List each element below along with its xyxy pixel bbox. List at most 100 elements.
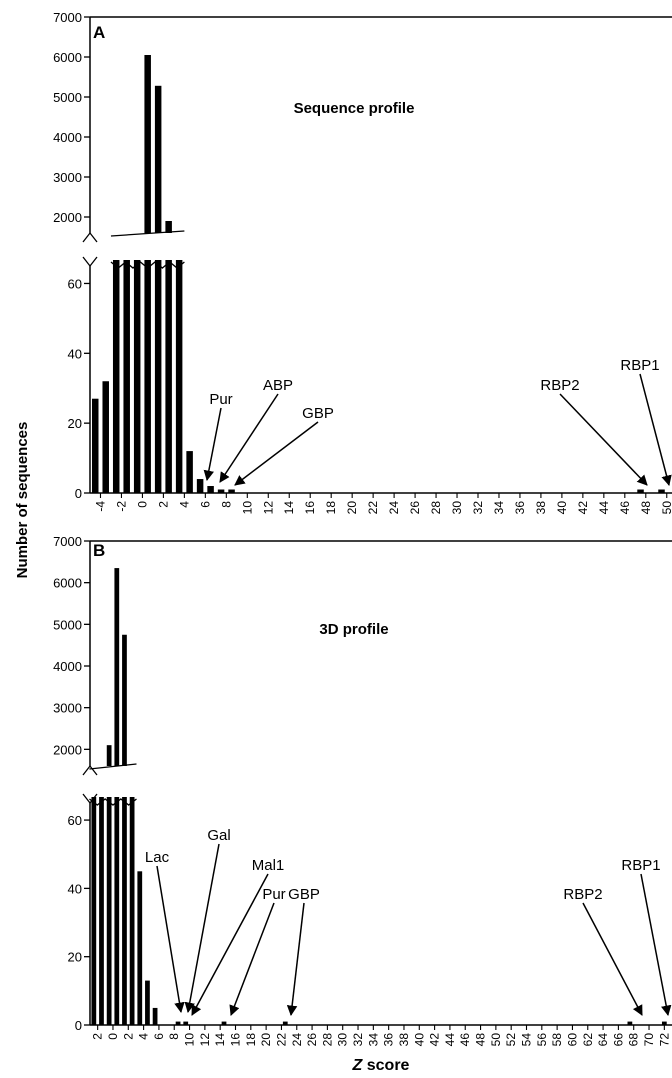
panel-b-annotation-arrow — [229, 902, 275, 1016]
panel-a-x-tick-label: -2 — [114, 501, 128, 512]
y-axis-label: Number of sequences — [14, 422, 31, 579]
panel-a-x-tick-label: 28 — [429, 501, 443, 515]
panel-label-a: A — [93, 23, 105, 42]
panel-a-lower-y-tick-label: 60 — [68, 276, 82, 291]
panel-b-x-tick-label: 70 — [642, 1033, 656, 1047]
panel-a-annotation-arrow — [559, 393, 648, 486]
panel-b-x-tick-label: 60 — [565, 1033, 579, 1047]
panel-a-annotation-label: ABP — [263, 377, 293, 394]
panel-b-x-tick-label: 16 — [229, 1033, 243, 1047]
panel-b-annotation-label: Pur — [262, 886, 285, 903]
panel-b-x-tick-label: 72 — [657, 1033, 671, 1047]
panel-a-x-tick-label: 36 — [513, 501, 527, 515]
panel-b-x-tick-label: 24 — [290, 1033, 304, 1047]
panel-a-x-tick-label: 24 — [387, 501, 401, 515]
panel-a-x-tick-label: 8 — [219, 501, 233, 508]
panel-b-x-tick-label: 6 — [152, 1033, 166, 1040]
panel-b-bar — [91, 797, 97, 1025]
panel-a-bar — [186, 451, 193, 493]
panel-b-bar — [145, 980, 150, 1025]
panel-a-bar-upper — [165, 221, 172, 233]
panel-b-bar — [137, 871, 143, 1025]
panel-a-lower-y-tick-label: 0 — [75, 486, 82, 501]
panel-b-bar-upper — [106, 745, 112, 766]
panel-a-x-tick-label: 38 — [534, 501, 548, 515]
panel-a-upper-y-tick-label: 3000 — [53, 170, 82, 185]
panel-b-upper-y-tick-label: 5000 — [53, 617, 82, 632]
panel-b-break-line — [89, 798, 137, 806]
panel-a-x-tick-label: 10 — [240, 501, 254, 515]
panel-b-x-tick-label: 14 — [213, 1033, 227, 1047]
panel-title-a: Sequence profile — [294, 100, 415, 117]
panel-b-x-tick-label: 44 — [443, 1033, 457, 1047]
panel-b-x-tick-label: 64 — [596, 1033, 610, 1047]
panel-a-x-tick-label: 50 — [660, 501, 672, 515]
panel-b-axis-break-upper — [82, 764, 98, 776]
panel-a-lower-y-tick-label: 40 — [68, 346, 82, 361]
panel-b-annotation-label: RBP1 — [621, 857, 660, 874]
panel-b-x-tick-label: 2 — [121, 1033, 135, 1040]
panel-a-annotation-label: RBP2 — [540, 377, 579, 394]
panel-b-x-tick-label: 0 — [106, 1033, 120, 1040]
x-axis-label-italic: Z — [352, 1057, 364, 1074]
panel-b-annotation-arrow — [191, 873, 269, 1016]
panel-b-annotation-arrow — [156, 865, 185, 1014]
panel-a-bar — [102, 381, 109, 493]
panel-b-x-tick-label: 52 — [504, 1033, 518, 1047]
panel-b-x-tick-label: 22 — [274, 1033, 288, 1047]
panel-b-bar — [183, 1021, 189, 1025]
x-axis-label-rest: score — [362, 1057, 409, 1074]
panel-b-bar — [175, 1021, 181, 1025]
panel-a-x-tick-label: 34 — [492, 501, 506, 515]
panel-b-x-tick-label: 66 — [611, 1033, 625, 1047]
panel-b-annotation-label: Mal1 — [252, 857, 285, 874]
panel-a-bar — [175, 260, 183, 493]
panel-b-x-tick-label: 48 — [474, 1033, 488, 1047]
panel-a-bar — [637, 489, 644, 493]
panel-b-x-tick-label: 30 — [336, 1033, 350, 1047]
panel-b-x-tick-label: 40 — [412, 1033, 426, 1047]
panel-b-bar-upper — [122, 634, 127, 766]
panel-a-bar — [123, 260, 130, 493]
panel-b-upper-y-tick-label: 6000 — [53, 576, 82, 591]
panel-a-x-tick-label: 4 — [177, 501, 191, 508]
panel-a-x-tick-label: -4 — [93, 501, 107, 512]
panel-b-x-tick-label: 10 — [183, 1033, 197, 1047]
panel-a-x-tick-label: 22 — [366, 501, 380, 515]
panel-a-x-tick-label: 6 — [198, 501, 212, 508]
panel-a-upper-break-line — [110, 230, 185, 237]
panel-b-x-tick-label: 26 — [305, 1033, 319, 1047]
panel-b-bar-upper — [114, 568, 120, 766]
panel-a-bar — [228, 489, 235, 493]
panel-b-annotation-arrow — [640, 873, 672, 1017]
panel-b-annotation-label: Gal — [207, 827, 230, 844]
panel-b-x-tick-label: 8 — [167, 1033, 181, 1040]
panel-b-x-tick-label: 4 — [137, 1033, 151, 1040]
panel-a-annotation-label: Pur — [209, 391, 232, 408]
panel-b-annotation-label: GBP — [288, 886, 320, 903]
panel-a-x-tick-label: 18 — [324, 501, 338, 515]
panel-a-bar — [196, 479, 204, 493]
panel-b-upper-y-tick-label: 7000 — [53, 534, 82, 549]
panel-b-annotation-arrow — [582, 902, 643, 1016]
panel-a-upper-y-tick-label: 6000 — [53, 50, 82, 65]
panel-a-lower-y-tick-label: 20 — [68, 416, 82, 431]
panel-b-bar — [282, 1021, 288, 1025]
panel-b-x-tick-label: 18 — [244, 1033, 258, 1047]
panel-b-annotation-arrow — [184, 843, 220, 1014]
panel-b-bar — [627, 1021, 633, 1025]
panel-b-upper-y-tick-label: 3000 — [53, 701, 82, 716]
panel-b-x-tick-label: 46 — [458, 1033, 472, 1047]
panel-a-annotation-label: RBP1 — [620, 357, 659, 374]
panel-b-x-tick-label: 54 — [520, 1033, 534, 1047]
panel-a-annotation-arrow — [219, 393, 279, 483]
panel-a-upper-y-tick-label: 5000 — [53, 90, 82, 105]
panel-b-upper-y-tick-label: 4000 — [53, 659, 82, 674]
panel-a-x-tick-label: 2 — [156, 501, 170, 508]
panel-a-x-tick-label: 44 — [597, 501, 611, 515]
panel-b-x-tick-label: 38 — [397, 1033, 411, 1047]
panel-a-x-tick-label: 42 — [576, 501, 590, 515]
